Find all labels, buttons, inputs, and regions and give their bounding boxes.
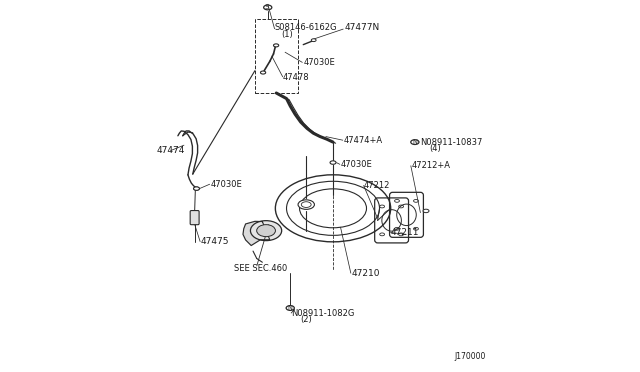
Text: 47030E: 47030E <box>303 58 335 67</box>
Text: (2): (2) <box>301 315 312 324</box>
Ellipse shape <box>193 187 200 190</box>
Ellipse shape <box>423 209 429 213</box>
Ellipse shape <box>257 225 275 237</box>
Text: (4): (4) <box>429 144 441 153</box>
Text: S: S <box>264 4 269 10</box>
Text: 47030E: 47030E <box>340 160 372 169</box>
Bar <box>255 19 298 93</box>
Text: 47477N: 47477N <box>344 23 380 32</box>
Text: 47212+A: 47212+A <box>411 161 450 170</box>
Ellipse shape <box>273 44 278 47</box>
Text: 47475: 47475 <box>200 237 228 246</box>
Text: J170000: J170000 <box>454 352 486 361</box>
Text: (1): (1) <box>281 30 292 39</box>
Text: 47478: 47478 <box>283 73 309 81</box>
Polygon shape <box>243 221 270 246</box>
Text: N08911-1082G: N08911-1082G <box>291 309 355 318</box>
Text: N: N <box>287 305 292 311</box>
Text: S08146-6162G: S08146-6162G <box>275 23 337 32</box>
Text: N: N <box>412 139 417 145</box>
Text: 47210: 47210 <box>351 269 380 278</box>
Text: 47030E: 47030E <box>211 180 242 189</box>
Ellipse shape <box>250 221 282 241</box>
Text: SEE SEC.460: SEE SEC.460 <box>234 264 287 273</box>
Text: 47474: 47474 <box>156 146 185 155</box>
Ellipse shape <box>330 161 336 164</box>
FancyBboxPatch shape <box>190 211 199 225</box>
Ellipse shape <box>311 39 316 42</box>
Ellipse shape <box>301 202 311 208</box>
Text: 47211: 47211 <box>390 228 419 237</box>
Ellipse shape <box>298 200 314 209</box>
Text: 47212: 47212 <box>364 181 390 190</box>
Ellipse shape <box>194 187 199 190</box>
Ellipse shape <box>260 71 266 74</box>
Text: 47474+A: 47474+A <box>344 136 383 145</box>
Text: N08911-10837: N08911-10837 <box>420 138 482 147</box>
